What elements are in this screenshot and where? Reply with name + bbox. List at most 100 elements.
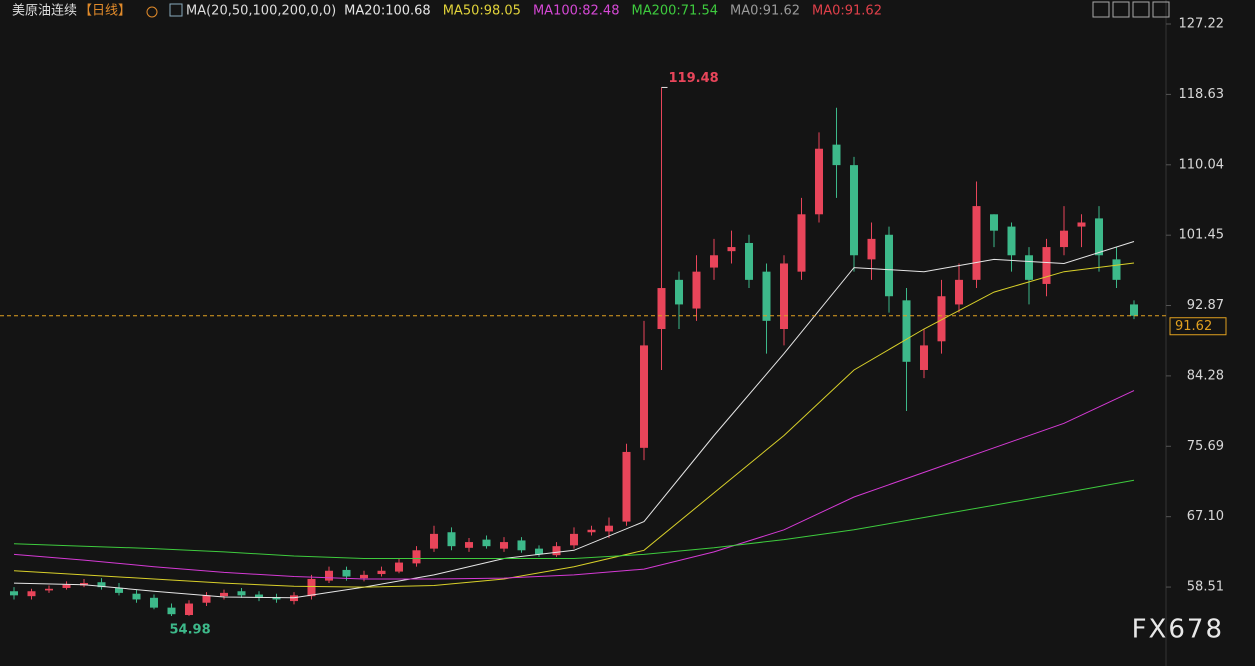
candle-body <box>307 578 316 597</box>
candle-body <box>675 279 683 305</box>
candle-body <box>937 296 946 342</box>
tool-button[interactable] <box>1152 1 1170 18</box>
candle-body <box>482 539 491 547</box>
candle-body <box>500 542 508 549</box>
y-tick-label: 92.87 <box>1187 298 1224 313</box>
tool-button[interactable] <box>1112 1 1130 18</box>
candle-body <box>1077 222 1086 227</box>
candle-body <box>920 345 928 370</box>
candle-body <box>325 570 333 581</box>
candle-body <box>45 588 53 591</box>
ma-line <box>13 241 1135 599</box>
legend-item: MA20:100.68 <box>344 4 431 19</box>
candle-body <box>570 533 578 546</box>
candle-body <box>605 525 613 532</box>
candle-body <box>395 562 403 572</box>
candle-body <box>1130 304 1138 316</box>
candle-body <box>832 144 841 166</box>
candle-body <box>412 550 421 564</box>
watermark: FX678 <box>1132 615 1224 645</box>
candle-body <box>780 263 788 330</box>
y-tick-label: 58.51 <box>1187 580 1224 595</box>
tool-button[interactable] <box>1132 1 1150 18</box>
candle-body <box>955 279 963 305</box>
candle-body <box>885 234 893 297</box>
candle-body <box>115 587 123 593</box>
y-tick-label: 118.63 <box>1179 87 1225 102</box>
candle-body <box>1095 218 1103 256</box>
candle-body <box>745 242 753 280</box>
candle-body <box>167 607 176 615</box>
candle-body <box>447 532 456 547</box>
candle-body <box>902 300 911 362</box>
period-icon[interactable] <box>146 6 158 18</box>
ma-line <box>13 479 1135 559</box>
header: 美原油连续 【日线】 MA(20,50,100,200,0,0) MA20:10… <box>12 3 882 19</box>
candle-body <box>430 533 438 549</box>
candle-body <box>692 271 701 309</box>
candle-body <box>535 548 543 555</box>
candle-body <box>255 594 263 598</box>
candle-body <box>622 451 631 522</box>
candle-body <box>710 255 718 268</box>
candle-body <box>220 592 228 597</box>
candle-body <box>377 570 386 575</box>
y-tick-label: 127.22 <box>1179 17 1225 32</box>
legend-item: MA50:98.05 <box>443 4 521 19</box>
candle-body <box>587 529 596 533</box>
candle-body <box>202 595 211 603</box>
candle-body <box>867 238 876 260</box>
candle-body <box>1042 247 1051 284</box>
high-annotation: 119.48 <box>669 71 719 86</box>
toolbar <box>1092 1 1170 18</box>
candle-body <box>1025 255 1033 280</box>
y-tick-label: 110.04 <box>1179 157 1225 172</box>
candle-body <box>1112 259 1121 280</box>
candle-body <box>517 540 526 551</box>
candle-body <box>727 247 736 252</box>
legend-item: MA100:82.48 <box>533 4 620 19</box>
tool-button[interactable] <box>1092 1 1110 18</box>
y-tick-label: 67.10 <box>1187 509 1224 524</box>
candle-body <box>465 542 473 548</box>
low-annotation: 54.98 <box>170 622 211 637</box>
candle-body <box>27 591 36 597</box>
legend-item: MA200:71.54 <box>631 4 718 19</box>
candle-body <box>1007 226 1016 256</box>
candle-body <box>185 603 193 616</box>
candle-body <box>762 271 771 321</box>
candle-body <box>150 597 158 608</box>
candle-body <box>10 591 18 596</box>
candle-body <box>552 546 561 556</box>
ma-line <box>13 262 1135 588</box>
candle-body <box>657 288 666 330</box>
candle-body <box>342 569 351 577</box>
y-tick-label: 101.45 <box>1179 228 1225 243</box>
period: 【日线】 <box>79 4 131 19</box>
candle-body <box>850 165 858 256</box>
indicator-icon[interactable] <box>169 3 183 17</box>
candle-body <box>990 214 998 231</box>
price-label: 91.62 <box>1175 319 1212 334</box>
candle-body <box>815 148 823 215</box>
y-tick-label: 84.28 <box>1187 368 1224 383</box>
chart-title: 美原油连续 <box>12 3 77 19</box>
candle-body <box>972 206 981 280</box>
y-tick-label: 75.69 <box>1187 439 1224 454</box>
candle-body <box>237 591 246 596</box>
candle-body <box>640 345 648 448</box>
candle-body <box>132 593 141 600</box>
candle-body <box>272 596 281 600</box>
legend-item: MA0:91.62 <box>730 4 800 19</box>
ma-line <box>13 390 1135 580</box>
legend-item: MA0:91.62 <box>812 4 882 19</box>
price-box <box>1169 317 1227 336</box>
candle-body <box>797 214 806 272</box>
candle-body <box>360 574 368 579</box>
candle-body <box>97 582 106 588</box>
candle-body <box>1060 230 1068 248</box>
indicator: MA(20,50,100,200,0,0) <box>186 4 336 19</box>
